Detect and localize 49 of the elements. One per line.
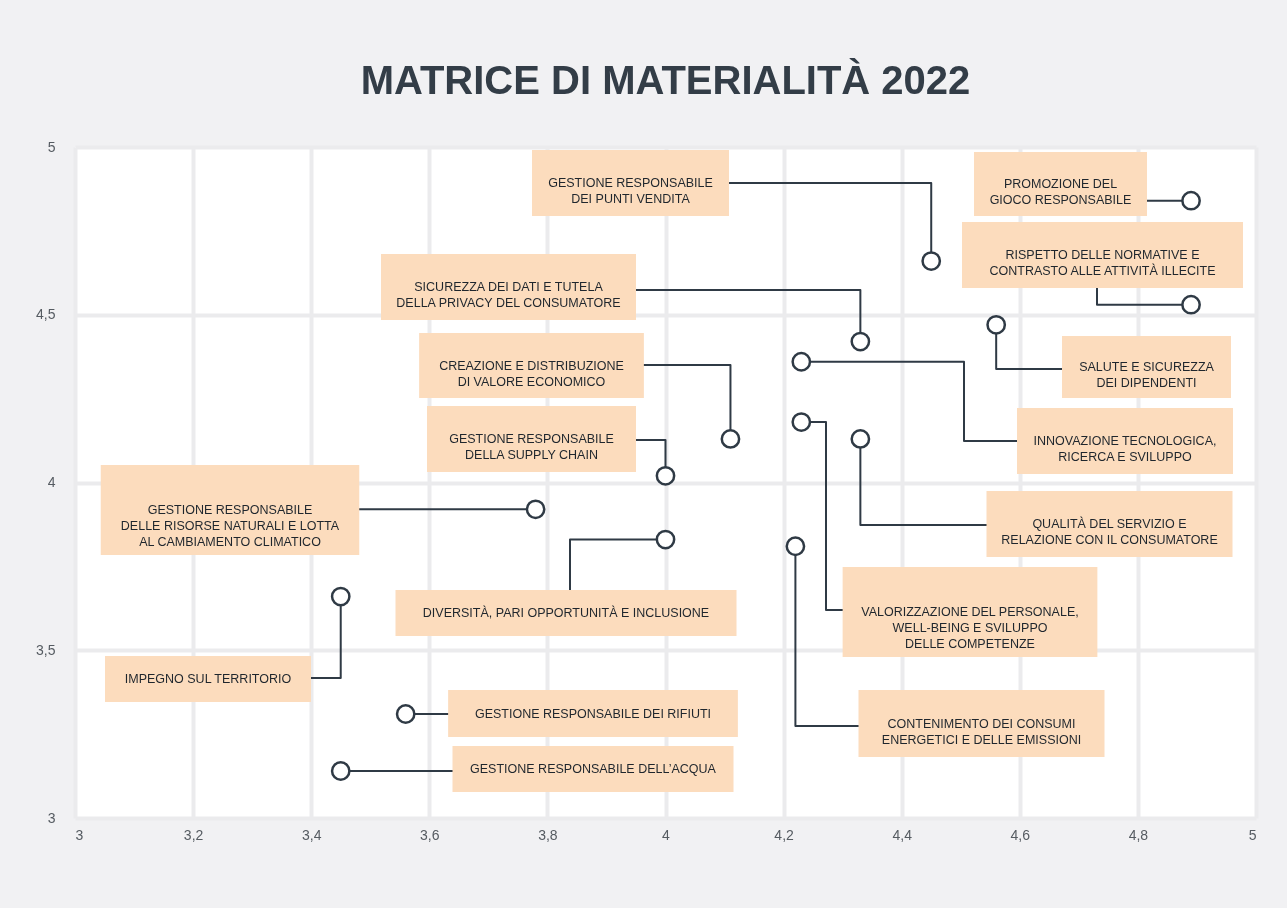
point <box>330 761 351 781</box>
annotation: INNOVAZIONE TECNOLOGICA, RICERCA E SVILUPPO <box>1033 434 1217 464</box>
annotation: CONTENIMENTO DEI CONSUMI ENERGETICI E DELLE EMISSIONI <box>881 716 1082 747</box>
x-tick-label: 4 <box>662 826 671 843</box>
x-tick-label: 4,4 <box>892 826 913 843</box>
x-tick-label: 3,2 <box>183 826 204 843</box>
annotation: SICUREZZA DEI DATI E TUTELA DELLA PRIVACY DEL CONSUMATORE <box>396 280 621 310</box>
point <box>655 465 676 486</box>
point <box>1181 190 1201 211</box>
annotation: SALUTE E SICUREZZA DEI DIPENDENTI <box>1079 360 1215 390</box>
point <box>1181 294 1201 315</box>
x-tick-label: 4,2 <box>774 826 795 843</box>
point <box>986 314 1007 335</box>
y-tick-label: 3 <box>47 809 56 826</box>
y-tick-label: 5 <box>47 138 56 155</box>
annotation: RISPETTO DELLE NORMATIVE E CONTRASTO ALLE ATTIVITÀ ILLECITE <box>989 248 1216 278</box>
x-tick-label: 4,6 <box>1010 826 1031 843</box>
y-tick-label: 4,5 <box>36 306 56 323</box>
point <box>525 499 546 520</box>
annotation: GESTIONE RESPONSABILE DEI RIFIUTI <box>474 706 712 721</box>
x-tick-label: 5 <box>1248 826 1257 843</box>
x-tick-label: 3,8 <box>538 826 558 843</box>
point <box>395 704 416 724</box>
annotation: VALORIZZAZIONE DEL PERSONALE, WELL-BEING E SVILUPPO DELLE COMPETENZE <box>861 605 1079 651</box>
annotation: GESTIONE RESPONSABILE DELL’ACQUA <box>470 762 717 776</box>
point <box>791 351 812 372</box>
point <box>330 586 351 607</box>
annotation: GESTIONE RESPONSABILE DELLA SUPPLY CHAIN <box>449 432 614 462</box>
point <box>655 529 676 550</box>
point <box>785 536 806 557</box>
annotation: GESTIONE RESPONSABILE DELLE RISORSE NATURALI E LOTTA AL CAMBIAMENTO CLIMATICO <box>120 503 340 549</box>
annotation: GESTIONE RESPONSABILE DEI PUNTI VENDITA <box>548 176 713 206</box>
point <box>850 428 871 449</box>
point <box>850 331 871 352</box>
x-tick-label: 3,6 <box>420 826 440 843</box>
point <box>921 251 942 271</box>
annotation: PROMOZIONE DEL GIOCO RESPONSABILE <box>989 177 1132 207</box>
annotation: DIVERSITÀ, PARI OPPORTUNITÀ E INCLUSIONE <box>422 605 710 620</box>
chart-title: MATRICE DI MATERIALITÀ 2022 <box>360 58 971 102</box>
x-tick-label: 3 <box>75 826 84 843</box>
point <box>791 412 812 432</box>
annotation: IMPEGNO SUL TERRITORIO <box>124 672 292 686</box>
y-tick-label: 3,5 <box>36 641 56 658</box>
annotation: QUALITÀ DEL SERVIZIO E RELAZIONE CON IL CONSUMATORE <box>1001 516 1218 547</box>
point <box>720 428 741 449</box>
x-tick-label: 3,4 <box>301 826 322 843</box>
x-tick-label: 4,8 <box>1128 826 1149 843</box>
annotation: CREAZIONE E DISTRIBUZIONE DI VALORE ECONOMICO <box>439 358 624 389</box>
y-tick-label: 4 <box>47 474 56 490</box>
